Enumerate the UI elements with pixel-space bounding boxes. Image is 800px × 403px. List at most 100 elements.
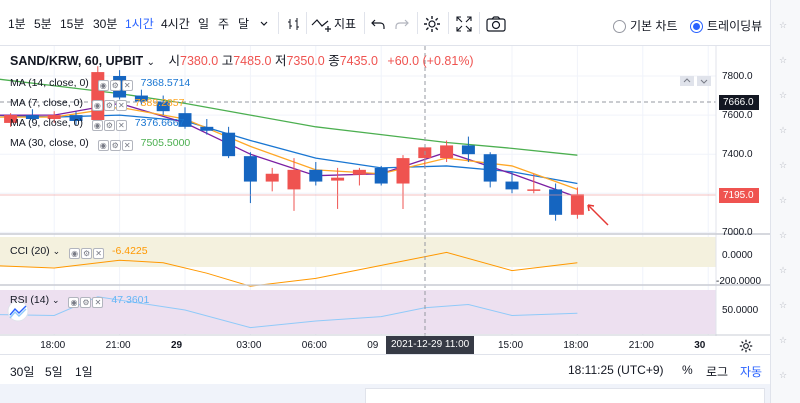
toolbar-divider: [306, 12, 307, 34]
interval-0[interactable]: 1분: [8, 17, 26, 31]
close-icon[interactable]: ✕: [93, 248, 105, 259]
auto-toggle[interactable]: 자동: [740, 365, 763, 379]
interval-3[interactable]: 30분: [93, 17, 118, 31]
right-side-panel: ☆ ☆ ☆ ☆ ☆ ☆ ☆ ☆ ☆ ☆ ☆: [770, 0, 800, 403]
close-icon[interactable]: ✕: [121, 140, 133, 151]
close-icon[interactable]: ✕: [121, 80, 133, 91]
gear-icon[interactable]: ⚙: [103, 120, 115, 131]
redo-icon[interactable]: [391, 13, 413, 35]
star-icon[interactable]: ☆: [779, 335, 788, 345]
candle-body: [222, 132, 236, 157]
candle-body: [374, 167, 388, 184]
interval-2[interactable]: 15분: [60, 17, 85, 31]
star-icon[interactable]: ☆: [779, 55, 788, 65]
interval-1[interactable]: 5분: [34, 17, 52, 31]
interval-5[interactable]: 4시간: [161, 17, 190, 31]
price-tick: 7600.0: [722, 110, 753, 121]
symbol-name[interactable]: SAND/KRW, 60, UPBIT: [10, 54, 144, 68]
indicators-icon[interactable]: [311, 13, 333, 35]
fullscreen-icon[interactable]: [453, 13, 475, 35]
time-tick: 30: [694, 340, 706, 351]
eye-icon[interactable]: ◉: [69, 248, 81, 259]
close-icon[interactable]: ✕: [115, 120, 127, 131]
rsi-tick: 50.0000: [722, 305, 759, 316]
legend-ma14[interactable]: MA (14, close, 0) ◉ ⚙ ✕ 7368.5714: [10, 77, 191, 91]
time-tick: 15:00: [498, 340, 524, 351]
candle-body: [549, 189, 563, 215]
time-tick: 18:00: [563, 340, 589, 351]
legend-ma7[interactable]: MA (7, close, 0) ◉ ⚙ ✕ 7389.2857: [10, 97, 185, 111]
toolbar-divider: [417, 12, 418, 34]
gear-icon[interactable]: ⚙: [103, 100, 115, 111]
eye-icon[interactable]: ◉: [97, 140, 109, 151]
time-tick: 21:00: [628, 340, 654, 351]
star-icon[interactable]: ☆: [779, 265, 788, 275]
gear-icon[interactable]: [735, 335, 757, 357]
eye-icon[interactable]: ◉: [97, 80, 109, 91]
star-icon[interactable]: ☆: [779, 125, 788, 135]
time-tick: 09: [367, 340, 379, 351]
candle-body: [527, 189, 541, 191]
chevron-down-icon[interactable]: ⌄: [146, 57, 155, 68]
eye-icon[interactable]: ◉: [68, 297, 80, 308]
eye-icon[interactable]: ◉: [91, 120, 103, 131]
legend-ma9[interactable]: MA (9, close, 0) ◉ ⚙ ✕ 7376.6667: [10, 117, 185, 131]
basic-chart-label[interactable]: 기본 차트: [630, 19, 678, 33]
annotation-arrow-head: [587, 204, 595, 212]
star-icon[interactable]: ☆: [779, 230, 788, 240]
close-icon[interactable]: ✕: [115, 100, 127, 111]
chart-style-icon[interactable]: [283, 13, 305, 35]
gear-icon[interactable]: ⚙: [81, 248, 93, 259]
chart-canvas[interactable]: [0, 46, 770, 354]
star-icon[interactable]: ☆: [779, 20, 788, 30]
range-1d[interactable]: 1일: [75, 365, 93, 379]
close-icon[interactable]: ✕: [92, 297, 104, 308]
legend-ma30[interactable]: MA (30, close, 0) ◉ ⚙ ✕ 7505.5000: [10, 137, 191, 151]
radio-tradingview[interactable]: [690, 20, 703, 33]
interval-8[interactable]: 달: [238, 17, 250, 31]
star-icon[interactable]: ☆: [779, 370, 788, 380]
legend-cci[interactable]: CCI (20) ⌄ ◉ ⚙ ✕ -6.4225: [10, 245, 148, 259]
undo-icon[interactable]: [367, 13, 389, 35]
star-icon[interactable]: ☆: [779, 195, 788, 205]
range-5d[interactable]: 5일: [45, 365, 63, 379]
candle-body: [352, 169, 366, 175]
time-tick: 03:00: [236, 340, 262, 351]
clock[interactable]: 18:11:25 (UTC+9): [568, 363, 664, 377]
radio-basic-chart[interactable]: [613, 20, 626, 33]
log-toggle[interactable]: 로그: [706, 365, 729, 379]
crosshair-time-tag: 2021-12-29 11:00: [386, 336, 475, 354]
collapse-pane-button[interactable]: [697, 76, 711, 86]
indicators-button[interactable]: 지표: [334, 17, 357, 31]
camera-icon[interactable]: [485, 13, 507, 35]
cci-line: [0, 251, 578, 287]
interval-6[interactable]: 일: [198, 17, 210, 31]
candle-body: [265, 173, 279, 182]
interval-4[interactable]: 1시간: [125, 17, 154, 31]
chevron-down-icon[interactable]: [253, 13, 275, 35]
scroll-to-realtime-icon[interactable]: [7, 300, 29, 322]
candle-body: [4, 115, 18, 123]
gear-icon[interactable]: ⚙: [109, 80, 121, 91]
tradingview-label[interactable]: 트레이딩뷰: [707, 19, 763, 33]
collapse-pane-button[interactable]: [680, 76, 694, 86]
candle-body: [505, 181, 519, 190]
gear-icon[interactable]: ⚙: [80, 297, 92, 308]
candle-body: [156, 101, 170, 112]
candle-body: [200, 126, 214, 131]
gear-icon[interactable]: ⚙: [109, 140, 121, 151]
candle-body: [25, 115, 39, 120]
gear-icon[interactable]: [421, 13, 443, 35]
change-value: +60.0 (+0.81%): [387, 54, 474, 68]
star-icon[interactable]: ☆: [779, 90, 788, 100]
ohlc-values: 시7380.0 고7485.0 저7350.0 종7435.0 +60.0 (+…: [168, 54, 474, 68]
legend-rsi[interactable]: RSI (14) ⌄ ◉ ⚙ ✕ 47.3601: [10, 294, 150, 308]
candle-body: [243, 156, 257, 182]
range-30d[interactable]: 30일: [10, 365, 35, 379]
star-icon[interactable]: ☆: [779, 300, 788, 310]
star-icon[interactable]: ☆: [779, 160, 788, 170]
eye-icon[interactable]: ◉: [91, 100, 103, 111]
ma-line: [0, 78, 578, 156]
percent-toggle[interactable]: %: [682, 363, 693, 377]
interval-7[interactable]: 주: [218, 17, 230, 31]
